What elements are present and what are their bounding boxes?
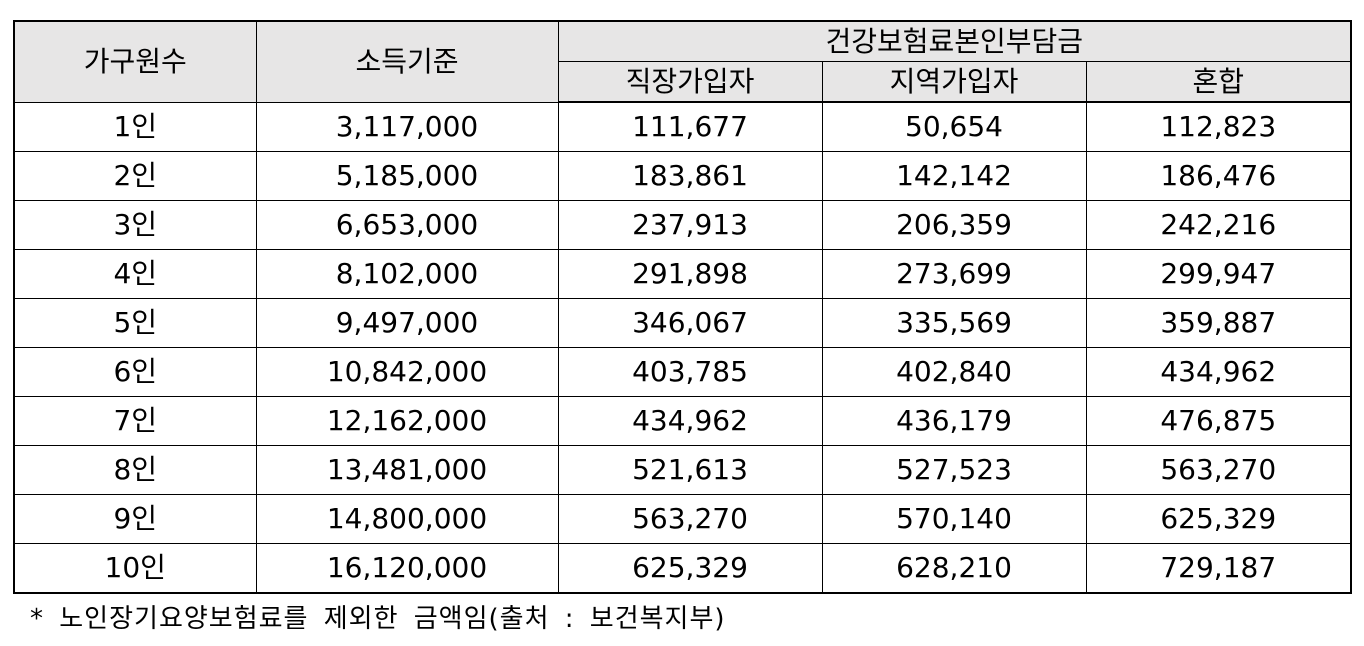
header-premium-group: 건강보험료본인부담금 — [557, 20, 1352, 62]
cell-regional: 436,179 — [821, 396, 1087, 446]
cell-income: 8,102,000 — [255, 249, 559, 299]
cell-regional: 273,699 — [821, 249, 1087, 299]
table-row: 6인 10,842,000 403,785 402,840 434,962 — [13, 347, 1352, 397]
cell-workplace: 111,677 — [557, 101, 823, 152]
cell-household: 6인 — [13, 347, 257, 397]
header-household: 가구원수 — [13, 20, 257, 103]
footnote: * 노인장기요양보험료를 제외한 금액임(출처 : 보건복지부) — [30, 604, 726, 634]
cell-income: 5,185,000 — [255, 151, 559, 201]
cell-mixed: 434,962 — [1085, 347, 1352, 397]
cell-household: 8인 — [13, 445, 257, 495]
cell-workplace: 291,898 — [557, 249, 823, 299]
table-row: 4인 8,102,000 291,898 273,699 299,947 — [13, 249, 1352, 299]
cell-regional: 206,359 — [821, 200, 1087, 250]
cell-income: 16,120,000 — [255, 543, 559, 594]
cell-income: 13,481,000 — [255, 445, 559, 495]
cell-household: 5인 — [13, 298, 257, 348]
cell-income: 9,497,000 — [255, 298, 559, 348]
cell-workplace: 625,329 — [557, 543, 823, 594]
cell-household: 3인 — [13, 200, 257, 250]
table-row: 9인 14,800,000 563,270 570,140 625,329 — [13, 494, 1352, 544]
cell-income: 3,117,000 — [255, 101, 559, 152]
table-body: 1인 3,117,000 111,677 50,654 112,823 2인 5… — [13, 101, 1352, 594]
cell-household: 10인 — [13, 543, 257, 594]
cell-mixed: 186,476 — [1085, 151, 1352, 201]
premium-table: 가구원수 소득기준 건강보험료본인부담금 직장가입자 지역가입자 혼합 1인 3… — [13, 20, 1353, 594]
cell-mixed: 476,875 — [1085, 396, 1352, 446]
cell-mixed: 563,270 — [1085, 445, 1352, 495]
header-row-top: 가구원수 소득기준 건강보험료본인부담금 — [13, 20, 1352, 103]
header-regional: 지역가입자 — [821, 61, 1087, 103]
cell-household: 7인 — [13, 396, 257, 446]
cell-workplace: 563,270 — [557, 494, 823, 544]
cell-regional: 50,654 — [821, 101, 1087, 152]
cell-workplace: 237,913 — [557, 200, 823, 250]
table-row: 2인 5,185,000 183,861 142,142 186,476 — [13, 151, 1352, 201]
cell-workplace: 183,861 — [557, 151, 823, 201]
table-row: 3인 6,653,000 237,913 206,359 242,216 — [13, 200, 1352, 250]
cell-mixed: 729,187 — [1085, 543, 1352, 594]
cell-mixed: 359,887 — [1085, 298, 1352, 348]
header-row-sub: 직장가입자 지역가입자 혼합 — [14, 61, 1352, 103]
cell-regional: 335,569 — [821, 298, 1087, 348]
cell-household: 1인 — [13, 101, 257, 152]
cell-regional: 527,523 — [821, 445, 1087, 495]
cell-regional: 142,142 — [821, 151, 1087, 201]
table-row: 1인 3,117,000 111,677 50,654 112,823 — [13, 101, 1352, 152]
cell-regional: 402,840 — [821, 347, 1087, 397]
cell-mixed: 112,823 — [1085, 101, 1352, 152]
cell-household: 9인 — [13, 494, 257, 544]
header-income: 소득기준 — [255, 20, 559, 103]
table-row: 5인 9,497,000 346,067 335,569 359,887 — [13, 298, 1352, 348]
table-header: 가구원수 소득기준 건강보험료본인부담금 직장가입자 지역가입자 혼합 — [13, 20, 1352, 103]
cell-income: 6,653,000 — [255, 200, 559, 250]
cell-workplace: 346,067 — [557, 298, 823, 348]
cell-workplace: 403,785 — [557, 347, 823, 397]
cell-mixed: 625,329 — [1085, 494, 1352, 544]
cell-regional: 628,210 — [821, 543, 1087, 594]
cell-workplace: 521,613 — [557, 445, 823, 495]
header-mixed: 혼합 — [1085, 61, 1352, 103]
cell-income: 12,162,000 — [255, 396, 559, 446]
table-row: 10인 16,120,000 625,329 628,210 729,187 — [13, 543, 1352, 594]
cell-mixed: 242,216 — [1085, 200, 1352, 250]
cell-household: 4인 — [13, 249, 257, 299]
header-workplace: 직장가입자 — [557, 61, 823, 103]
cell-regional: 570,140 — [821, 494, 1087, 544]
cell-income: 10,842,000 — [255, 347, 559, 397]
cell-household: 2인 — [13, 151, 257, 201]
cell-income: 14,800,000 — [255, 494, 559, 544]
table-row: 8인 13,481,000 521,613 527,523 563,270 — [13, 445, 1352, 495]
cell-mixed: 299,947 — [1085, 249, 1352, 299]
table-row: 7인 12,162,000 434,962 436,179 476,875 — [13, 396, 1352, 446]
cell-workplace: 434,962 — [557, 396, 823, 446]
